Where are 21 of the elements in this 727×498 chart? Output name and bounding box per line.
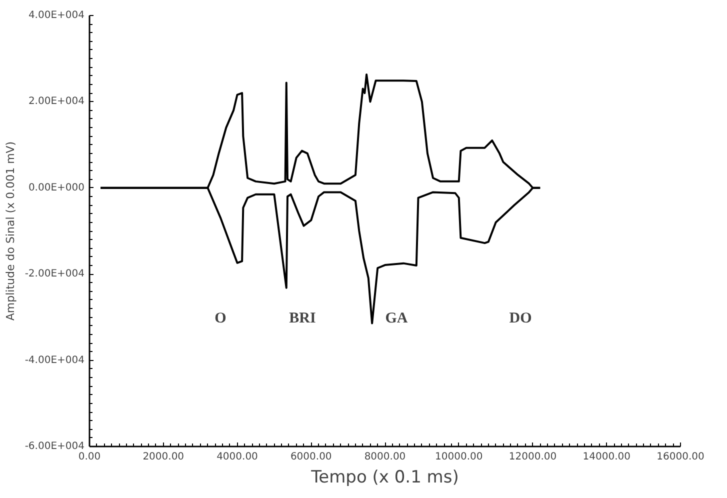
y-tick-label: -4.00E+004	[24, 354, 85, 366]
y-tick-label: 0.00E+000	[28, 182, 85, 194]
y-tick-label: -6.00E+004	[24, 441, 85, 452]
y-tick-label: 4.00E+004	[28, 10, 85, 21]
x-tick-label: 8000.00	[364, 452, 406, 462]
y-tick-label: -2.00E+004	[24, 268, 85, 280]
annotation: BRI	[289, 310, 316, 326]
x-tick-label: 2000.00	[142, 452, 184, 462]
x-tick-label: 4000.00	[216, 452, 258, 462]
x-tick-label: 12000.00	[508, 452, 557, 462]
x-tick-label: 10000.00	[435, 452, 483, 462]
annotation: DO	[509, 310, 532, 326]
y-tick-label: 2.00E+004	[28, 96, 85, 108]
y-axis-title: Amplitude do Sinal (x 0.001 mV)	[4, 141, 17, 321]
x-axis-title: Tempo (x 0.1 ms)	[310, 468, 459, 488]
x-tick-label: 14000.00	[582, 452, 630, 462]
annotation: O	[214, 310, 226, 326]
x-tick-label: 16000.00	[656, 452, 704, 462]
x-tick-label: 6000.00	[290, 452, 332, 462]
x-tick-label: 0.00	[78, 452, 101, 462]
annotation: GA	[385, 310, 408, 326]
